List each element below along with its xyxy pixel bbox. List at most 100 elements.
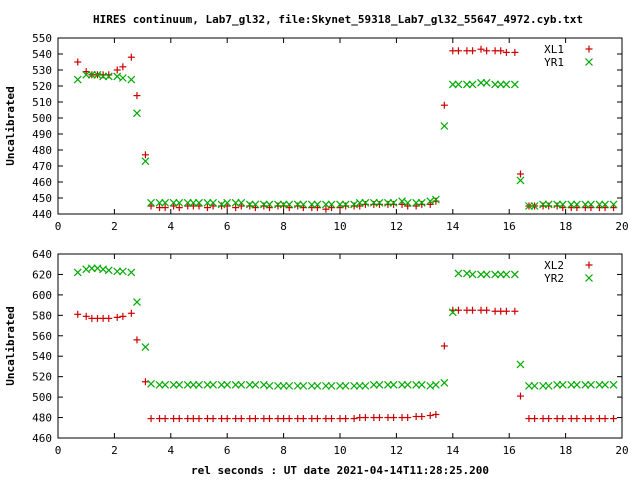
data-point <box>544 200 553 209</box>
data-point <box>341 381 350 390</box>
data-point <box>119 312 127 320</box>
data-point <box>74 310 82 318</box>
data-point <box>245 200 254 209</box>
data-point <box>127 53 135 61</box>
data-point <box>313 381 322 390</box>
data-point <box>175 198 184 207</box>
data-point <box>497 47 505 55</box>
data-point <box>440 101 448 109</box>
x-tick-label: 14 <box>446 444 460 457</box>
x-tick-label: 4 <box>167 220 174 233</box>
data-point <box>299 415 307 423</box>
data-point <box>113 313 121 321</box>
data-point <box>440 342 448 350</box>
data-point <box>133 336 141 344</box>
data-point <box>432 410 440 418</box>
data-point <box>133 92 141 100</box>
data-point <box>496 80 505 89</box>
data-point <box>342 415 350 423</box>
data-point <box>87 70 96 79</box>
y-tick-label: 550 <box>32 32 52 45</box>
data-point <box>553 380 562 389</box>
y-tick-label: 580 <box>32 309 52 322</box>
data-point <box>587 200 595 209</box>
data-point <box>404 202 412 210</box>
data-point <box>448 80 457 89</box>
x-tick-label: 16 <box>503 220 516 233</box>
legend-label: XL2 <box>544 259 564 272</box>
data-point <box>279 200 288 209</box>
data-point <box>127 309 135 317</box>
y-tick-label: 530 <box>32 64 52 77</box>
data-point <box>448 308 457 317</box>
legend-marker <box>585 261 593 269</box>
data-point <box>483 47 491 55</box>
data-point <box>553 200 562 209</box>
x-tick-label: 0 <box>55 220 62 233</box>
y-tick-label: 620 <box>32 268 52 281</box>
y-tick-label: 640 <box>32 248 52 261</box>
x-tick-label: 16 <box>503 444 516 457</box>
data-point <box>274 200 282 209</box>
data-point <box>274 381 282 390</box>
data-point <box>454 306 462 314</box>
data-point <box>483 306 491 314</box>
data-point <box>313 200 322 209</box>
data-point <box>93 70 102 79</box>
data-point <box>87 264 96 273</box>
data-point <box>502 80 511 89</box>
data-point <box>307 200 316 209</box>
data-point <box>398 197 406 206</box>
data-point <box>209 415 217 423</box>
data-point <box>361 381 370 390</box>
data-point <box>426 412 434 420</box>
y-tick-label: 540 <box>32 350 52 363</box>
data-point <box>285 381 294 390</box>
data-point <box>322 205 330 213</box>
data-point <box>389 380 398 389</box>
y-tick-label: 470 <box>32 160 52 173</box>
x-tick-label: 10 <box>333 220 346 233</box>
data-point <box>113 66 121 74</box>
data-point <box>417 380 426 389</box>
data-point <box>73 268 82 277</box>
data-point <box>321 200 330 209</box>
data-point <box>251 380 260 389</box>
data-point <box>161 380 170 389</box>
data-point <box>355 381 364 390</box>
data-point <box>361 200 369 208</box>
data-point <box>403 198 412 207</box>
data-point <box>217 380 226 389</box>
data-point <box>175 204 183 212</box>
data-point <box>321 381 330 390</box>
series-XL2 <box>74 306 618 423</box>
data-point <box>511 307 519 315</box>
data-point <box>105 314 113 322</box>
data-point <box>336 381 344 390</box>
data-point <box>384 380 392 389</box>
data-point <box>516 176 525 185</box>
data-point <box>595 200 604 209</box>
data-point <box>82 70 91 79</box>
data-point <box>293 381 302 390</box>
data-point <box>530 381 539 390</box>
data-point <box>572 380 581 389</box>
data-point <box>491 80 500 89</box>
data-point <box>189 198 198 207</box>
data-point <box>245 380 254 389</box>
data-point <box>336 200 344 209</box>
data-point <box>559 415 567 423</box>
data-point <box>161 198 170 207</box>
data-point <box>147 379 155 388</box>
data-point <box>161 415 169 423</box>
data-point <box>280 202 288 210</box>
data-point <box>259 200 268 209</box>
legend-marker <box>585 58 593 66</box>
data-point <box>482 270 491 279</box>
data-point <box>350 381 359 390</box>
data-point <box>462 80 471 89</box>
data-point <box>375 380 384 389</box>
x-tick-label: 18 <box>559 444 572 457</box>
data-point <box>328 415 336 423</box>
bottom-panel: 0 2 4 6 8 10 12 14 16 18 20 460 480 500 520 540 560 580 60… <box>4 248 629 477</box>
